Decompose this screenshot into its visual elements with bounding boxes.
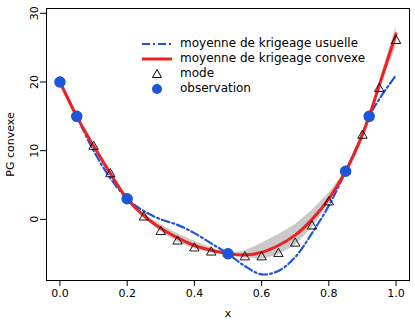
svg-text:0: 0 [28, 216, 41, 223]
html-text:mode: mode [180, 66, 214, 80]
svg-text:30: 30 [28, 6, 41, 20]
html-text:observation: observation [180, 81, 251, 95]
svg-text:PG convexe: PG convexe [4, 112, 17, 177]
svg-text:20: 20 [28, 75, 41, 89]
svg-text:1.0: 1.0 [387, 287, 405, 300]
svg-text:10: 10 [28, 144, 41, 158]
svg-text:0.0: 0.0 [51, 287, 69, 300]
svg-text:0.8: 0.8 [320, 287, 338, 300]
svg-text:x: x [225, 307, 232, 320]
html-text:moyenne de krigeage convexe: moyenne de krigeage convexe [180, 51, 366, 65]
html-text:moyenne de krigeage usuelle: moyenne de krigeage usuelle [180, 36, 358, 50]
svg-text:0.2: 0.2 [118, 287, 135, 300]
svg-text:0.6: 0.6 [253, 287, 271, 300]
svg-text:0.4: 0.4 [186, 287, 204, 300]
